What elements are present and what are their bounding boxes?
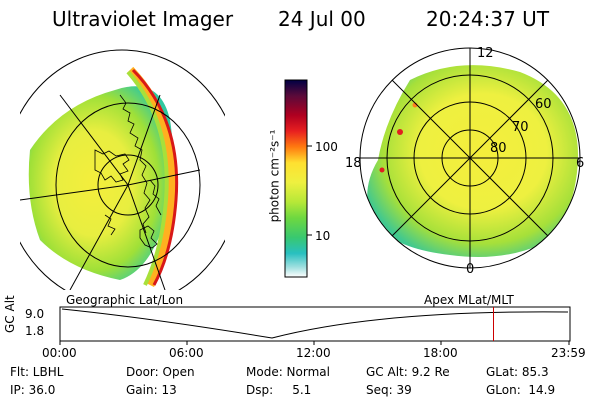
- left-caption: Geographic Lat/Lon: [66, 293, 184, 307]
- status-gain: Gain: 13: [126, 383, 177, 397]
- time-tick-1: 06:00: [169, 346, 204, 360]
- status-glat: GLat: 85.3: [486, 365, 549, 379]
- mlt-label-6: 6: [576, 156, 585, 171]
- time-tick-3: 18:00: [423, 346, 458, 360]
- colorbar: [284, 79, 312, 278]
- altitude-curve: [61, 308, 569, 339]
- time-label: 20:24:37 UT: [426, 7, 550, 31]
- status-mode: Mode: Normal: [246, 365, 330, 379]
- mlt-label-12: 12: [477, 46, 494, 61]
- limb-glow: [126, 66, 178, 288]
- mlat-label-80: 80: [490, 141, 507, 156]
- coastlines: [94, 94, 162, 249]
- date-label: 24 Jul 00: [278, 7, 366, 31]
- status-ip: IP: 36.0: [10, 383, 56, 397]
- auroral-emission: [28, 86, 174, 280]
- mlat-label-60: 60: [535, 97, 552, 112]
- status-gc-alt: GC Alt: 9.2 Re: [366, 365, 450, 379]
- altitude-ylabel: GC Alt: [3, 295, 17, 333]
- status-dsp: Dsp: 5.1: [246, 383, 312, 397]
- mlat-grid: [359, 47, 581, 269]
- mlat-label-70: 70: [512, 120, 529, 135]
- altitude-ytick-min: 1.8: [25, 324, 45, 338]
- time-tick-4: 23:59: [551, 346, 586, 360]
- status-door: Door: Open: [126, 365, 195, 379]
- altitude-timeline: [59, 306, 571, 345]
- colorbar-tick-100: 100: [315, 140, 338, 154]
- time-tick-2: 12:00: [296, 346, 331, 360]
- status-flt: Flt: LBHL: [10, 365, 64, 379]
- geographic-grid: [20, 49, 225, 290]
- colorbar-tick-10: 10: [315, 229, 331, 243]
- altitude-ytick-max: 9.0: [25, 307, 45, 321]
- status-seq: Seq: 39: [366, 383, 412, 397]
- status-glon: GLon: 14.9: [486, 383, 556, 397]
- mlt-label-0: 0: [466, 262, 475, 277]
- time-tick-0: 00:00: [42, 346, 77, 360]
- right-caption: Apex MLat/MLT: [424, 293, 514, 307]
- mlt-label-18: 18: [345, 156, 362, 171]
- instrument-title: Ultraviolet Imager: [52, 7, 234, 31]
